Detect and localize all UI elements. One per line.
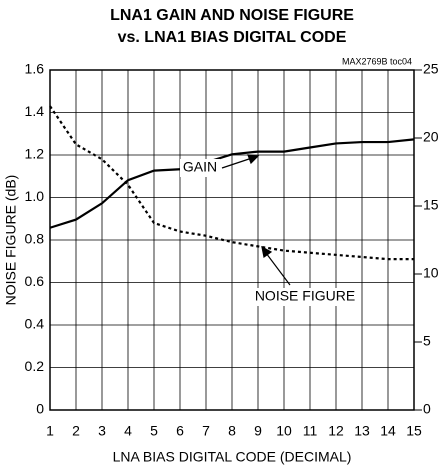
x-tick-label: 10 — [276, 423, 292, 439]
y2-tick-label: 10 — [423, 265, 439, 281]
x-tick-label: 15 — [406, 423, 422, 439]
chart-title: LNA1 GAIN AND NOISE FIGURE — [110, 7, 354, 24]
x-tick-label: 7 — [202, 423, 210, 439]
x-tick-label: 14 — [380, 423, 396, 439]
x-tick-label: 11 — [303, 423, 318, 439]
y-tick-label: 1.2 — [25, 146, 45, 162]
series-line — [49, 105, 414, 261]
label-bg — [180, 159, 220, 177]
x-tick-label: 2 — [72, 423, 80, 439]
x-tick-label: 6 — [176, 423, 184, 439]
chart-note: MAX2769B toc04 — [342, 56, 412, 66]
annotation: NOISE FIGURE — [255, 288, 355, 304]
x-tick-label: 13 — [354, 423, 370, 439]
x-tick-label: 1 — [46, 423, 54, 439]
y-tick-label: 1.4 — [25, 103, 45, 119]
x-tick-label: 3 — [98, 423, 106, 439]
y-tick-label: 0.8 — [25, 231, 45, 247]
y2-tick-label: 20 — [423, 129, 439, 145]
label-bg — [250, 288, 360, 306]
chart-subtitle: vs. LNA1 BIAS DIGITAL CODE — [118, 29, 347, 46]
series-line — [49, 138, 415, 229]
y2-tick-label: 0 — [423, 401, 431, 417]
plot-frame — [49, 69, 415, 411]
y-tick-label: 1.0 — [25, 188, 45, 204]
x-tick-label: 4 — [124, 423, 132, 439]
x-tick-label: 12 — [328, 423, 344, 439]
y2-tick-label: 25 — [423, 61, 439, 77]
y-axis-label: NOISE FIGURE (dB) — [3, 175, 19, 306]
x-tick-label: 8 — [228, 423, 236, 439]
y2-tick-label: 15 — [423, 197, 439, 213]
x-axis-label: LNA BIAS DIGITAL CODE (DECIMAL) — [113, 449, 352, 465]
y-tick-label: 0.6 — [25, 273, 45, 289]
y-tick-label: 0 — [36, 401, 44, 417]
y2-tick-label: 5 — [423, 333, 431, 349]
x-tick-label: 5 — [150, 423, 158, 439]
annotation-arrows — [221, 154, 291, 286]
annotation: GAIN — [183, 159, 217, 175]
y-tick-label: 0.4 — [25, 316, 45, 332]
x-tick-label: 9 — [254, 423, 262, 439]
y-tick-label: 0.2 — [25, 358, 45, 374]
y-tick-label: 1.6 — [25, 61, 45, 77]
